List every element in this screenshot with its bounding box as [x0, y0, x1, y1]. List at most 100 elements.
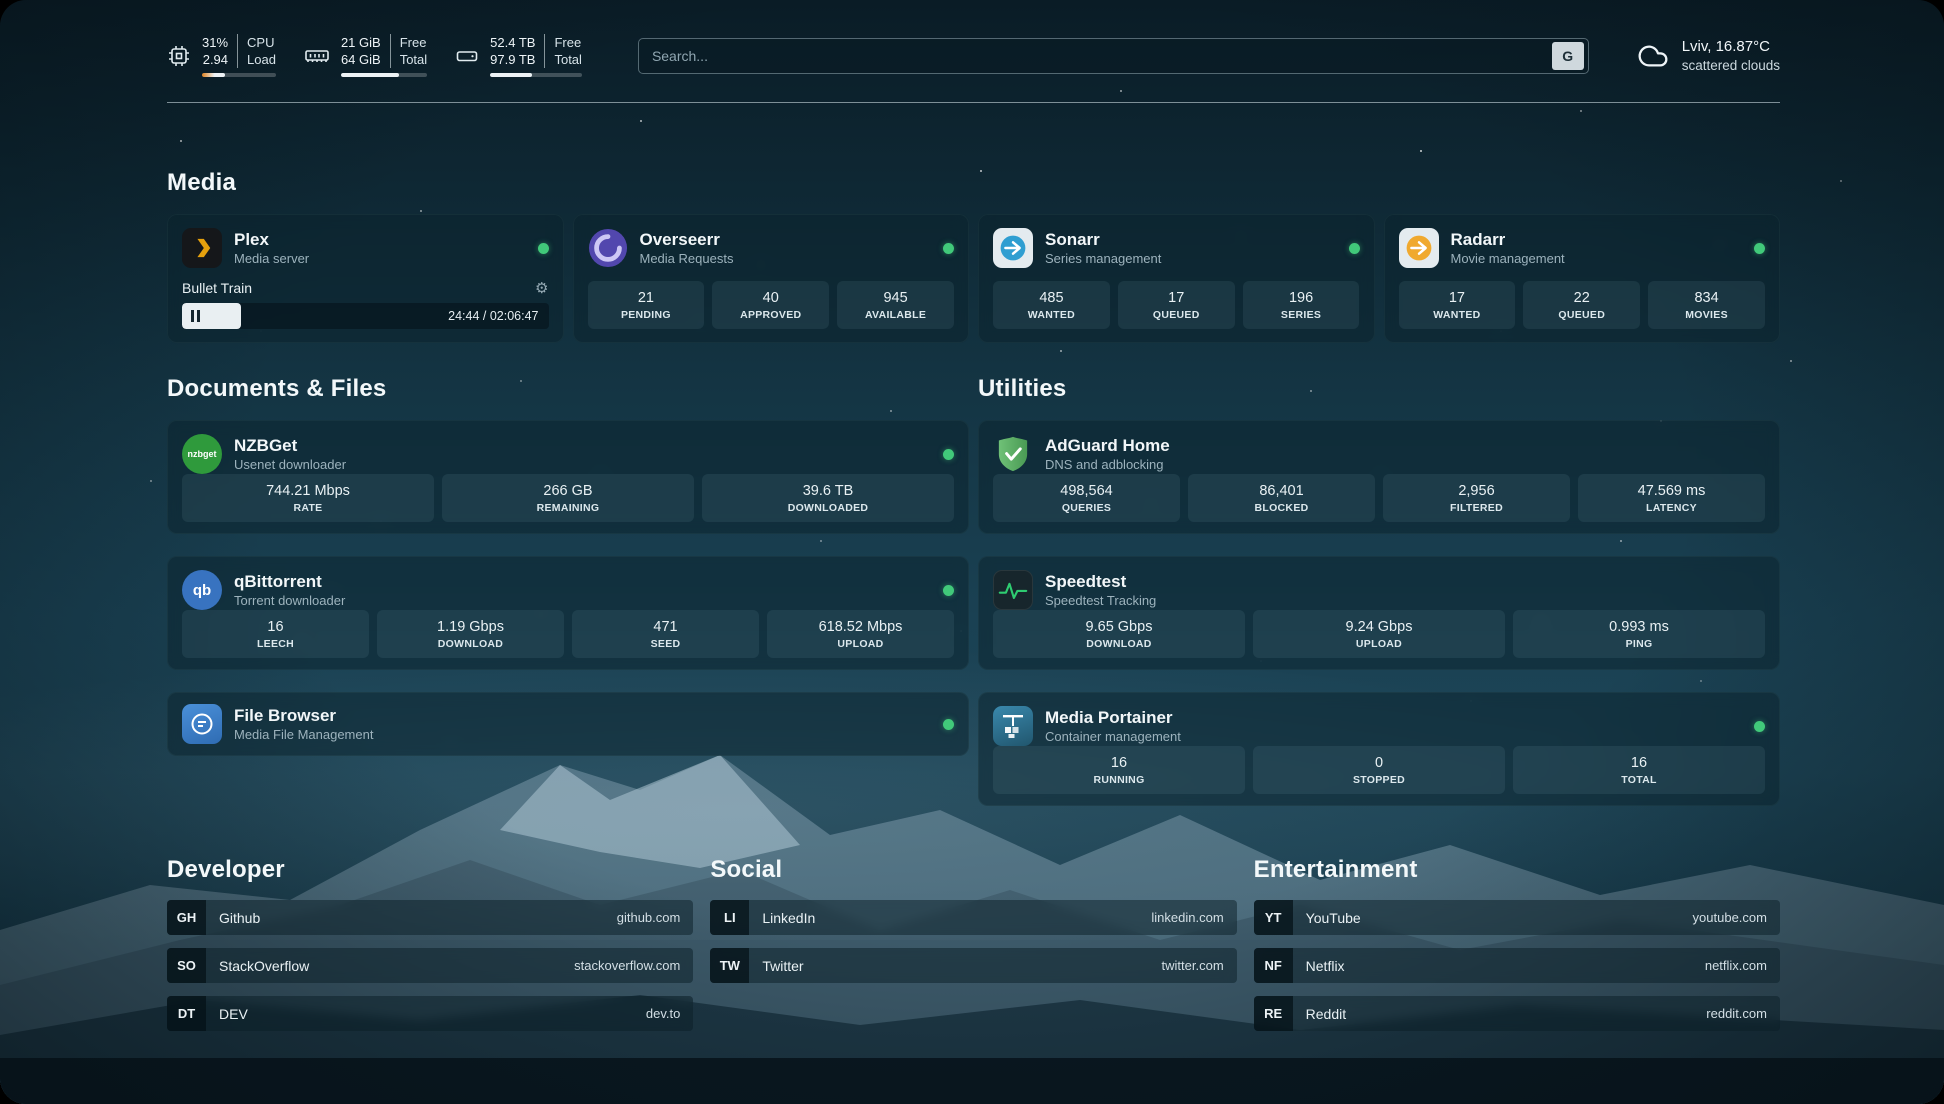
app-subtitle: Series management	[1045, 251, 1162, 266]
stat-box: 834 MOVIES	[1648, 281, 1765, 329]
stat-label: BLOCKED	[1254, 501, 1309, 514]
stat-value: 1.19 Gbps	[437, 618, 504, 635]
app-subtitle: Speedtest Tracking	[1045, 593, 1157, 608]
stat-label: RATE	[293, 501, 323, 514]
bookmark-name: LinkedIn	[762, 909, 816, 926]
stat-box: 2,956 FILTERED	[1383, 474, 1570, 522]
nzbget-card[interactable]: nzbget NZBGet Usenet downloader 744.21 M…	[167, 420, 969, 534]
bookmark-group-entertainment: Entertainment YT YouTube youtube.com NF …	[1253, 856, 1780, 1031]
bookmark-row-dev[interactable]: DT DEV dev.to	[167, 996, 694, 1031]
bookmark-row-netflix[interactable]: NF Netflix netflix.com	[1253, 948, 1780, 983]
bookmark-url: youtube.com	[1692, 910, 1767, 925]
bookmark-name: Github	[219, 909, 261, 926]
gear-icon[interactable]: ⚙	[535, 278, 549, 297]
stat-value: 471	[653, 618, 678, 635]
bookmark-name: Reddit	[1305, 1005, 1347, 1022]
stat-value: 40	[762, 289, 779, 306]
disk-total-label: Total	[554, 52, 582, 67]
speedtest-card[interactable]: Speedtest Speedtest Tracking 9.65 Gbps D…	[978, 556, 1780, 670]
status-dot	[1754, 720, 1765, 732]
bookmark-row-reddit[interactable]: RE Reddit reddit.com	[1253, 996, 1780, 1031]
stat-box: 16 RUNNING	[993, 746, 1245, 794]
weather-location-temp: Lviv, 16.87°C	[1681, 38, 1770, 55]
section-title-media: Media	[167, 169, 237, 196]
stat-label: DOWNLOAD	[437, 637, 504, 650]
stat-label: STOPPED	[1352, 773, 1406, 786]
app-name: NZBGet	[234, 436, 298, 455]
radarr-card[interactable]: Radarr Movie management 17 WANTED 22 QUE…	[1383, 214, 1780, 343]
status-dot	[1348, 242, 1360, 254]
adguard-card[interactable]: AdGuard Home DNS and adblocking 498,564 …	[978, 420, 1780, 534]
cpu-label: CPU	[247, 35, 275, 50]
app-subtitle: Media Requests	[639, 251, 734, 266]
bookmark-url: dev.to	[645, 1006, 681, 1021]
app-name: Plex	[234, 230, 269, 249]
bookmark-url: twitter.com	[1161, 958, 1224, 973]
app-name: Sonarr	[1045, 230, 1100, 249]
bookmark-row-github[interactable]: GH Github github.com	[167, 900, 694, 935]
stat-box: 498,564 QUERIES	[993, 474, 1180, 522]
bookmark-row-stackoverflow[interactable]: SO StackOverflow stackoverflow.com	[167, 948, 694, 983]
qbittorrent-icon-text: qb	[192, 581, 212, 599]
portainer-card[interactable]: Media Portainer Container management 16 …	[978, 692, 1780, 806]
memory-total: 64 GiB	[340, 52, 381, 67]
search-engine-button[interactable]: G	[1551, 41, 1584, 70]
cpu-icon	[169, 45, 189, 66]
two-column-area: Documents & Files nzbget NZBGet Usenet d…	[167, 375, 1780, 806]
bookmark-row-twitter[interactable]: TW Twitter twitter.com	[710, 948, 1237, 983]
app-subtitle: Media File Management	[234, 727, 374, 742]
bookmark-badge: YT	[1253, 900, 1293, 935]
plex-icon	[182, 228, 222, 268]
overseerr-card[interactable]: Overseerr Media Requests 21 PENDING 40 A…	[572, 214, 969, 343]
stat-value: 86,401	[1259, 482, 1304, 499]
radarr-icon	[1398, 228, 1439, 268]
stat-value: 16	[1110, 754, 1128, 771]
pause-icon[interactable]	[191, 310, 194, 322]
disk-widget: 52.4 TB 97.9 TB Free Total	[455, 34, 582, 77]
adguard-icon	[993, 434, 1033, 474]
memory-total-label: Total	[399, 52, 428, 67]
bookmarks-area: Developer GH Github github.com SO StackO…	[167, 856, 1780, 1031]
stat-label: PING	[1625, 637, 1653, 650]
stat-box: 744.21 Mbps RATE	[182, 474, 434, 522]
stat-label: PENDING	[620, 308, 671, 321]
stat-box: 22 QUEUED	[1523, 281, 1641, 329]
status-dot	[537, 242, 549, 254]
stat-box: 39.6 TB DOWNLOADED	[702, 474, 954, 522]
stat-label: SEED	[650, 637, 681, 650]
stat-value: 9.24 Gbps	[1345, 618, 1413, 635]
cpu-load: 2.94	[202, 52, 229, 67]
app-name: AdGuard Home	[1045, 436, 1170, 455]
bookmark-row-linkedin[interactable]: LI LinkedIn linkedin.com	[710, 900, 1237, 935]
app-subtitle: Media server	[234, 251, 310, 266]
sonarr-card[interactable]: Sonarr Series management 485 WANTED 17 Q…	[978, 214, 1375, 343]
stat-box: 485 WANTED	[993, 281, 1110, 329]
status-dot	[943, 584, 954, 596]
bookmark-name: Twitter	[762, 957, 804, 974]
status-dot	[943, 242, 954, 254]
now-playing-title: Bullet Train	[182, 280, 253, 296]
disk-progress-bar	[490, 73, 582, 77]
speedtest-icon	[993, 570, 1033, 610]
app-name: Overseerr	[639, 230, 720, 249]
bookmark-name: DEV	[219, 1005, 248, 1022]
qbittorrent-card[interactable]: qb qBittorrent Torrent downloader 16 LEE…	[167, 556, 969, 670]
stat-box: 618.52 Mbps UPLOAD	[767, 610, 954, 658]
app-subtitle: Container management	[1045, 729, 1181, 744]
bookmark-row-youtube[interactable]: YT YouTube youtube.com	[1253, 900, 1780, 935]
disk-total: 97.9 TB	[490, 52, 536, 67]
stat-value: 39.6 TB	[802, 482, 854, 499]
filebrowser-card[interactable]: File Browser Media File Management	[167, 692, 969, 756]
section-title-social: Social	[710, 856, 783, 883]
qbittorrent-icon: qb	[182, 570, 222, 610]
section-title-utilities: Utilities	[978, 375, 1067, 402]
disk-free-label: Free	[554, 35, 582, 50]
plex-card[interactable]: Plex Media server Bullet Train ⚙ 24:44 /…	[167, 214, 564, 343]
stat-box: 86,401 BLOCKED	[1188, 474, 1375, 522]
search-input[interactable]	[638, 47, 1552, 64]
stat-label: DOWNLOADED	[787, 501, 869, 514]
playback-progress-bar[interactable]: 24:44 / 02:06:47	[182, 303, 549, 329]
bookmark-badge: RE	[1253, 996, 1293, 1031]
cpu-widget: 31% 2.94 CPU Load	[167, 34, 276, 77]
